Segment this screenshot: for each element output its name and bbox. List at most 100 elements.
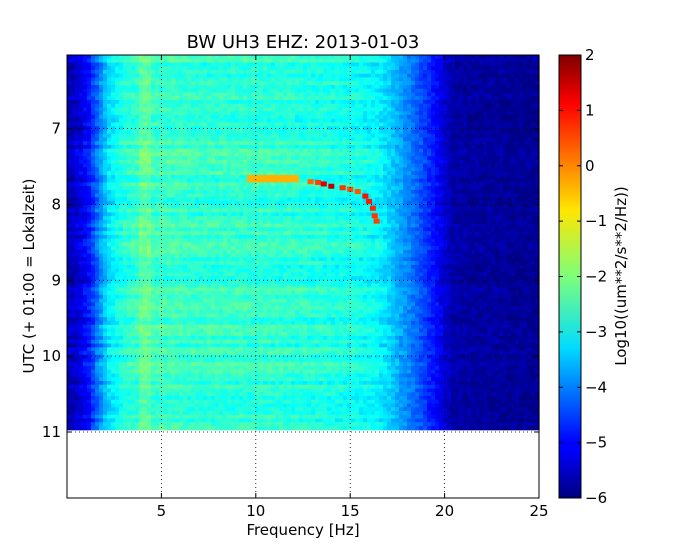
heatmap-cell bbox=[383, 126, 388, 131]
heatmap-cell bbox=[119, 178, 124, 184]
heatmap-cell bbox=[435, 126, 440, 131]
heatmap-cell bbox=[335, 92, 340, 97]
heatmap-cell bbox=[419, 208, 424, 213]
heatmap-cell bbox=[167, 58, 172, 64]
heatmap-cell bbox=[159, 159, 164, 165]
heatmap-cell bbox=[267, 152, 272, 157]
heatmap-cell bbox=[415, 84, 420, 90]
heatmap-cell bbox=[115, 159, 120, 165]
heatmap-cell bbox=[291, 193, 296, 198]
heatmap-cell bbox=[483, 186, 488, 191]
heatmap-cell bbox=[379, 73, 384, 79]
heatmap-cell bbox=[287, 152, 292, 157]
heatmap-cell bbox=[223, 159, 228, 165]
heatmap-cell bbox=[251, 178, 256, 184]
heatmap-cell bbox=[459, 133, 464, 139]
heatmap-cell bbox=[471, 126, 476, 131]
heatmap-cell bbox=[331, 193, 336, 198]
heatmap-cell bbox=[471, 144, 476, 150]
heatmap-cell bbox=[87, 186, 92, 191]
heatmap-cell bbox=[267, 171, 272, 176]
heatmap-cell bbox=[495, 144, 500, 150]
heatmap-cell bbox=[271, 159, 276, 165]
heatmap-cell bbox=[435, 144, 440, 150]
heatmap-cell bbox=[255, 55, 260, 60]
heatmap-cell bbox=[459, 62, 464, 67]
heatmap-cell bbox=[179, 167, 184, 172]
heatmap-cell bbox=[515, 66, 520, 71]
heatmap-cell bbox=[467, 73, 472, 79]
heatmap-cell bbox=[115, 118, 120, 124]
heatmap-cell bbox=[275, 174, 280, 180]
heatmap-cell bbox=[363, 69, 368, 75]
heatmap-cell bbox=[251, 189, 256, 195]
heatmap-cell bbox=[403, 178, 408, 184]
heatmap-cell bbox=[279, 159, 284, 165]
heatmap-cell bbox=[527, 77, 532, 82]
heatmap-cell bbox=[511, 201, 516, 206]
heatmap-cell bbox=[247, 137, 252, 142]
heatmap-cell bbox=[479, 201, 484, 206]
heatmap-cell bbox=[487, 84, 492, 90]
heatmap-cell bbox=[239, 201, 244, 206]
heatmap-cell bbox=[343, 81, 348, 86]
heatmap-cell bbox=[271, 73, 276, 79]
heatmap-cell bbox=[279, 156, 284, 161]
heatmap-cell bbox=[503, 171, 508, 176]
heatmap-cell bbox=[207, 69, 212, 75]
heatmap-cell bbox=[283, 156, 288, 161]
heatmap-cell bbox=[79, 156, 84, 161]
heatmap-cell bbox=[331, 167, 336, 172]
heatmap-cell bbox=[311, 201, 316, 206]
heatmap-cell bbox=[527, 193, 532, 198]
heatmap-cell bbox=[379, 118, 384, 124]
heatmap-cell bbox=[247, 208, 252, 213]
heatmap-cell bbox=[131, 129, 136, 135]
heatmap-cell bbox=[287, 137, 292, 142]
heatmap-cell bbox=[75, 148, 80, 154]
heatmap-cell bbox=[319, 77, 324, 82]
heatmap-cell bbox=[291, 122, 296, 127]
heatmap-cell bbox=[295, 156, 300, 161]
heatmap-cell bbox=[227, 171, 232, 176]
heatmap-cell bbox=[315, 69, 320, 75]
heatmap-cell bbox=[367, 163, 372, 169]
heatmap-cell bbox=[199, 62, 204, 67]
heatmap-cell bbox=[467, 186, 472, 191]
heatmap-cell bbox=[363, 208, 368, 213]
heatmap-cell bbox=[531, 126, 536, 131]
heatmap-cell bbox=[199, 99, 204, 105]
heatmap-cell bbox=[471, 178, 476, 184]
heatmap-cell bbox=[267, 66, 272, 71]
heatmap-cell bbox=[339, 103, 344, 109]
heatmap-cell bbox=[391, 92, 396, 97]
heatmap-cell bbox=[95, 69, 100, 75]
heatmap-cell bbox=[387, 88, 392, 94]
heatmap-cell bbox=[431, 178, 436, 184]
heatmap-cell bbox=[443, 182, 448, 187]
heatmap-cell bbox=[243, 88, 248, 94]
heatmap-cell bbox=[495, 84, 500, 90]
heatmap-cell bbox=[295, 201, 300, 206]
heatmap-cell bbox=[299, 141, 304, 146]
heatmap-cell bbox=[459, 69, 464, 75]
heatmap-cell bbox=[363, 163, 368, 169]
heatmap-cell bbox=[259, 178, 264, 184]
heatmap-cell bbox=[235, 167, 240, 172]
heatmap-cell bbox=[219, 77, 224, 82]
heatmap-cell bbox=[387, 58, 392, 64]
heatmap-cell bbox=[383, 204, 388, 210]
heatmap-cell bbox=[259, 103, 264, 109]
heatmap-cell bbox=[171, 189, 176, 195]
heatmap-cell bbox=[423, 107, 428, 112]
heatmap-cell bbox=[407, 171, 412, 176]
heatmap-cell bbox=[111, 77, 116, 82]
heatmap-cell bbox=[123, 118, 128, 124]
heatmap-cell bbox=[379, 122, 384, 127]
heatmap-cell bbox=[515, 122, 520, 127]
heatmap-cell bbox=[395, 201, 400, 206]
heatmap-cell bbox=[387, 186, 392, 191]
heatmap-cell bbox=[239, 152, 244, 157]
heatmap-cell bbox=[235, 133, 240, 139]
heatmap-cell bbox=[447, 122, 452, 127]
